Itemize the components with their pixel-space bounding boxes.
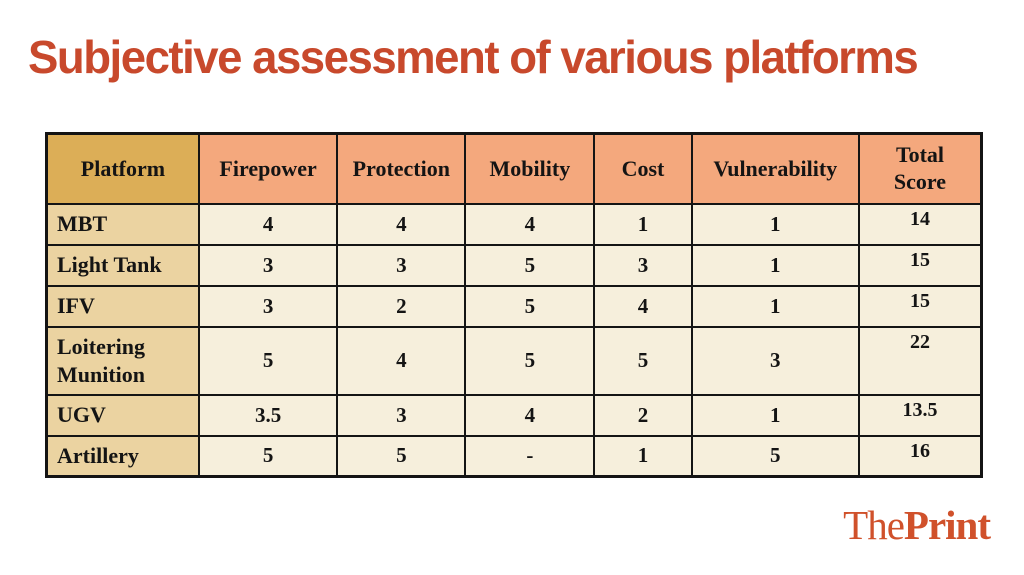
score-cell: 1 [690, 284, 860, 328]
table-row-artillery: Artillery 5 5 - 1 5 16 [45, 434, 983, 478]
score-cell: 5 [197, 325, 339, 396]
score-cell: 3 [197, 243, 339, 287]
total-score-cell: 14 [857, 202, 983, 246]
table-row-ugv: UGV 3.5 3 4 2 1 13.5 [45, 393, 983, 437]
score-cell: 1 [690, 393, 860, 437]
score-cell: 5 [336, 434, 467, 478]
row-label: UGV [45, 393, 200, 437]
score-cell: 4 [197, 202, 339, 246]
score-cell: 5 [197, 434, 339, 478]
score-cell: 3 [336, 243, 467, 287]
score-cell: - [464, 434, 596, 478]
score-cell: 2 [336, 284, 467, 328]
header-total-score: Total Score [857, 132, 983, 205]
score-cell: 1 [690, 243, 860, 287]
header-platform: Platform [45, 132, 200, 205]
page-title: Subjective assessment of various platfor… [28, 31, 919, 83]
row-label: Loitering Munition [45, 325, 200, 396]
assessment-table: Platform Firepower Protection Mobility C… [45, 132, 983, 478]
score-cell: 5 [464, 243, 596, 287]
score-cell: 2 [593, 393, 693, 437]
score-cell: 4 [464, 393, 596, 437]
row-label: IFV [45, 284, 200, 328]
score-cell: 4 [336, 325, 467, 396]
total-score-cell: 15 [857, 284, 983, 328]
score-cell: 3 [336, 393, 467, 437]
score-cell: 1 [593, 434, 693, 478]
score-cell: 3 [197, 284, 339, 328]
row-label: MBT [45, 202, 200, 246]
score-cell: 4 [593, 284, 693, 328]
score-cell: 5 [593, 325, 693, 396]
row-label: Light Tank [45, 243, 200, 287]
header-firepower: Firepower [197, 132, 339, 205]
score-cell: 3 [690, 325, 860, 396]
score-cell: 1 [690, 202, 860, 246]
table-row-ifv: IFV 3 2 5 4 1 15 [45, 284, 983, 328]
header-cost: Cost [593, 132, 693, 205]
score-cell: 5 [464, 284, 596, 328]
table-row-light-tank: Light Tank 3 3 5 3 1 15 [45, 243, 983, 287]
score-cell: 4 [464, 202, 596, 246]
total-score-cell: 13.5 [857, 393, 983, 437]
table-row-loitering-munition: Loitering Munition 5 4 5 5 3 22 [45, 325, 983, 396]
header-row: Platform Firepower Protection Mobility C… [45, 132, 983, 205]
score-cell: 1 [593, 202, 693, 246]
score-cell: 3 [593, 243, 693, 287]
header-vulnerability: Vulnerability [690, 132, 860, 205]
score-cell: 3.5 [197, 393, 339, 437]
score-cell: 5 [690, 434, 860, 478]
logo-the: The [843, 502, 905, 548]
theprint-logo: ThePrint [843, 501, 991, 549]
total-score-cell: 15 [857, 243, 983, 287]
logo-print: Print [903, 502, 991, 548]
score-cell: 4 [336, 202, 467, 246]
total-score-cell: 22 [857, 325, 983, 396]
header-protection: Protection [336, 132, 467, 205]
score-cell: 5 [464, 325, 596, 396]
header-mobility: Mobility [464, 132, 596, 205]
total-score-cell: 16 [857, 434, 983, 478]
table-row-mbt: MBT 4 4 4 1 1 14 [45, 202, 983, 246]
row-label: Artillery [45, 434, 200, 478]
